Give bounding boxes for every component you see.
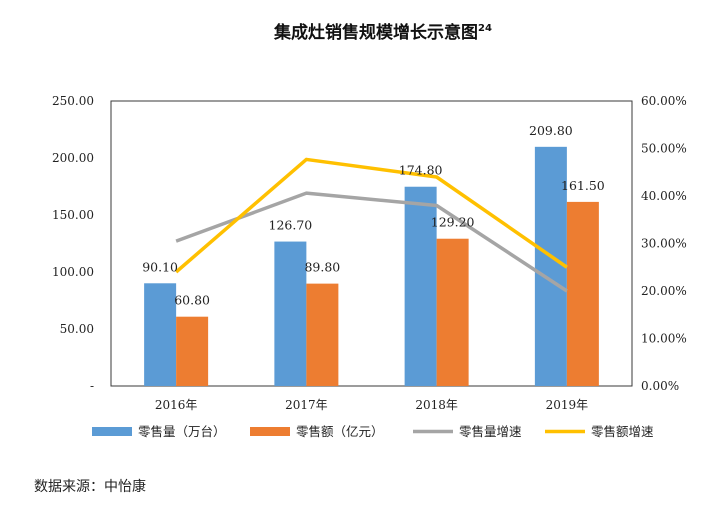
bar — [306, 283, 339, 386]
y-tick-label: 150.00 — [52, 208, 94, 222]
y-tick-label: - — [90, 379, 94, 393]
x-tick-label: 2016年 — [155, 398, 198, 412]
bars — [144, 146, 599, 386]
y-tick-label: 100.00 — [52, 265, 94, 279]
chart-title-text: 集成灶销售规模增长示意图 — [273, 22, 478, 43]
y2-axis-ticks: 0.00% 10.00% 20.00% 30.00% 40.00% 50.00% 60.00… — [641, 94, 687, 393]
x-tick-label: 2017年 — [285, 398, 328, 412]
legend-label: 零售量增速 — [459, 424, 522, 439]
legend-label: 零售额（亿元） — [296, 424, 384, 439]
data-label: 89.80 — [304, 260, 340, 275]
series-line — [175, 191, 568, 293]
data-label: 126.70 — [269, 218, 313, 233]
y-tick-label: 200.00 — [52, 151, 94, 165]
legend: 零售量（万台） 零售额（亿元） 零售量增速 零售额增速 — [92, 424, 654, 439]
bar — [404, 186, 437, 386]
y-tick-label: 50.00 — [60, 322, 94, 336]
bar — [274, 241, 307, 386]
data-label: 161.50 — [561, 178, 605, 193]
y-tick-label: 250.00 — [52, 94, 94, 108]
data-label: 174.80 — [399, 163, 443, 178]
bar — [144, 283, 177, 386]
chart-title-superscript: 24 — [478, 23, 492, 34]
data-label: 90.10 — [142, 259, 178, 274]
legend-swatch — [92, 427, 132, 436]
y2-tick-label: 0.00% — [641, 379, 679, 393]
legend-swatch — [250, 427, 290, 436]
series-line — [174, 157, 568, 274]
data-label: 209.80 — [529, 123, 573, 138]
bar — [176, 316, 209, 386]
y-axis-ticks: - 50.00 100.00 150.00 200.00 250.00 — [52, 94, 94, 393]
data-labels: 90.10 126.70 174.80 209.80 60.80 89.80 129.20 1… — [142, 123, 605, 308]
y2-tick-label: 50.00% — [641, 142, 687, 156]
x-axis-ticks: 2016年 2017年 2018年 2019年 — [155, 398, 588, 412]
plot-area-frame — [110, 100, 633, 387]
x-tick-label: 2019年 — [546, 398, 589, 412]
y2-tick-label: 20.00% — [641, 284, 687, 298]
y2-tick-label: 60.00% — [641, 94, 687, 108]
y2-tick-label: 10.00% — [641, 332, 687, 346]
legend-label: 零售额增速 — [591, 424, 654, 439]
bar — [566, 201, 599, 386]
y2-tick-label: 40.00% — [641, 189, 687, 203]
data-label: 129.20 — [431, 215, 475, 230]
x-tick-label: 2018年 — [415, 398, 458, 412]
bar — [436, 238, 469, 386]
bar — [534, 146, 567, 386]
chart-title: 集成灶销售规模增长示意图24 — [273, 22, 492, 43]
y2-tick-label: 30.00% — [641, 237, 687, 251]
legend-label: 零售量（万台） — [138, 424, 226, 439]
source-note: 数据来源：中怡康 — [34, 479, 146, 495]
series-lines — [174, 157, 568, 293]
data-label: 60.80 — [174, 293, 210, 308]
